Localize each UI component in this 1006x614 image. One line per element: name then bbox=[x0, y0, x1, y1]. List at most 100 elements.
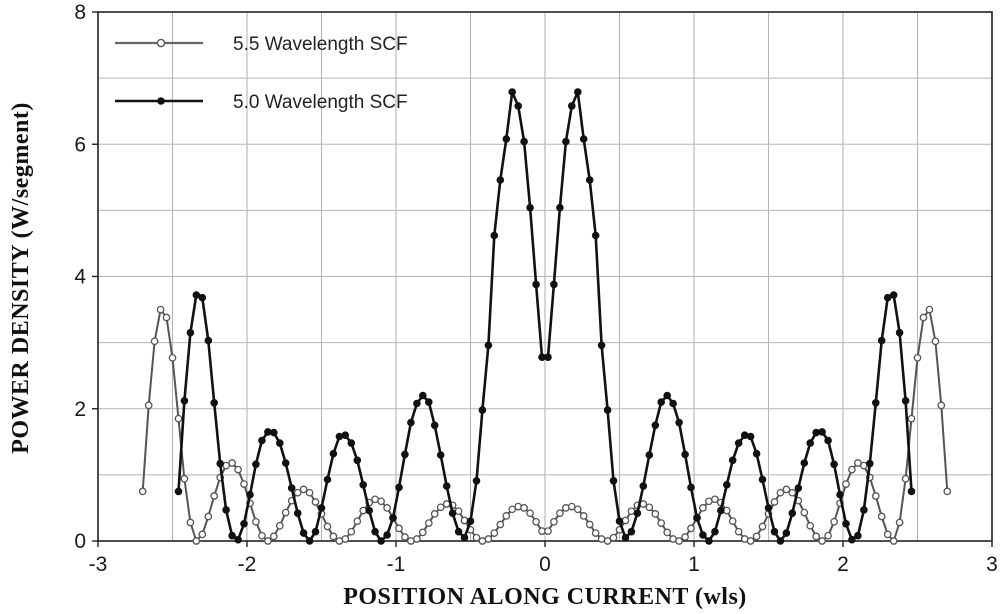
data-point bbox=[526, 509, 534, 518]
data-point bbox=[919, 313, 928, 322]
data-point bbox=[293, 509, 302, 518]
data-point bbox=[758, 475, 767, 484]
y-tick-label: 2 bbox=[74, 398, 86, 421]
data-point bbox=[567, 502, 576, 511]
data-point bbox=[871, 398, 880, 407]
y-tick-labels: 0 2 4 6 8 bbox=[74, 1, 86, 553]
data-point bbox=[174, 487, 183, 496]
data-point bbox=[484, 535, 493, 543]
data-point bbox=[943, 487, 952, 496]
data-point bbox=[764, 504, 773, 512]
series-group bbox=[138, 88, 952, 545]
data-point bbox=[824, 436, 832, 445]
data-point bbox=[716, 506, 725, 515]
data-point bbox=[275, 439, 284, 447]
data-point bbox=[752, 449, 761, 458]
data-point bbox=[389, 514, 397, 522]
data-point bbox=[591, 231, 600, 240]
data-point bbox=[913, 353, 922, 362]
y-tick-label: 0 bbox=[74, 530, 86, 553]
data-point bbox=[860, 506, 868, 514]
data-point bbox=[395, 524, 403, 533]
data-point bbox=[460, 516, 469, 525]
data-point bbox=[621, 516, 630, 525]
data-point bbox=[359, 480, 368, 489]
data-point bbox=[758, 522, 767, 531]
data-point bbox=[502, 135, 511, 143]
data-point bbox=[776, 537, 785, 545]
data-point bbox=[830, 460, 838, 469]
data-point bbox=[728, 517, 737, 526]
data-point bbox=[311, 498, 320, 506]
data-point bbox=[585, 176, 594, 184]
data-point bbox=[323, 522, 332, 531]
data-point bbox=[383, 504, 391, 512]
data-point bbox=[865, 459, 874, 468]
data-point bbox=[889, 537, 898, 545]
data-point bbox=[418, 391, 427, 400]
data-point bbox=[341, 535, 350, 543]
data-point bbox=[776, 488, 785, 497]
data-point bbox=[347, 439, 356, 447]
data-point bbox=[752, 532, 761, 541]
data-point bbox=[711, 527, 719, 536]
data-point bbox=[269, 532, 278, 541]
data-point bbox=[395, 483, 403, 492]
data-point bbox=[848, 465, 856, 474]
data-point bbox=[490, 529, 499, 537]
data-point bbox=[210, 398, 219, 407]
data-point bbox=[144, 401, 153, 410]
y-tick-label: 6 bbox=[74, 133, 86, 156]
data-point bbox=[234, 465, 242, 474]
data-point bbox=[258, 436, 266, 445]
data-point bbox=[377, 497, 385, 506]
data-point bbox=[681, 533, 689, 541]
data-point bbox=[651, 510, 660, 518]
data-point bbox=[812, 532, 821, 541]
data-point bbox=[907, 414, 916, 423]
data-point bbox=[699, 504, 707, 512]
data-point bbox=[329, 532, 338, 541]
data-point bbox=[240, 519, 248, 528]
data-point bbox=[728, 456, 737, 465]
data-point bbox=[430, 421, 439, 430]
data-point bbox=[520, 137, 528, 146]
data-point bbox=[246, 490, 254, 499]
data-point bbox=[377, 537, 385, 545]
data-point bbox=[609, 533, 618, 542]
data-point bbox=[818, 537, 826, 545]
data-point bbox=[472, 533, 481, 542]
data-point bbox=[186, 518, 195, 527]
data-point bbox=[931, 337, 940, 346]
data-point bbox=[496, 176, 505, 184]
data-point bbox=[180, 474, 189, 483]
data-point bbox=[806, 439, 814, 447]
data-point bbox=[347, 527, 356, 536]
y-tick-label: 8 bbox=[74, 1, 86, 24]
data-point bbox=[532, 280, 540, 289]
data-point bbox=[770, 527, 779, 536]
legend-label-series-2: 5.0 Wavelength SCF bbox=[233, 92, 408, 113]
data-point bbox=[937, 401, 946, 410]
x-tick-label: 1 bbox=[688, 553, 700, 576]
data-point bbox=[198, 530, 207, 539]
data-point bbox=[585, 520, 594, 529]
data-point bbox=[550, 517, 558, 526]
x-tick-label: -3 bbox=[89, 553, 108, 576]
data-point bbox=[508, 505, 517, 514]
data-point bbox=[532, 517, 540, 526]
data-point bbox=[669, 399, 677, 408]
data-point bbox=[925, 305, 934, 314]
data-point bbox=[478, 406, 487, 414]
data-point bbox=[603, 537, 612, 545]
data-point bbox=[800, 508, 809, 517]
data-point bbox=[657, 398, 665, 406]
data-point bbox=[258, 531, 266, 540]
data-point bbox=[299, 485, 308, 494]
data-point bbox=[413, 535, 421, 543]
data-point bbox=[293, 488, 302, 497]
data-point bbox=[281, 459, 290, 467]
data-point bbox=[401, 450, 409, 459]
data-point bbox=[895, 518, 904, 527]
